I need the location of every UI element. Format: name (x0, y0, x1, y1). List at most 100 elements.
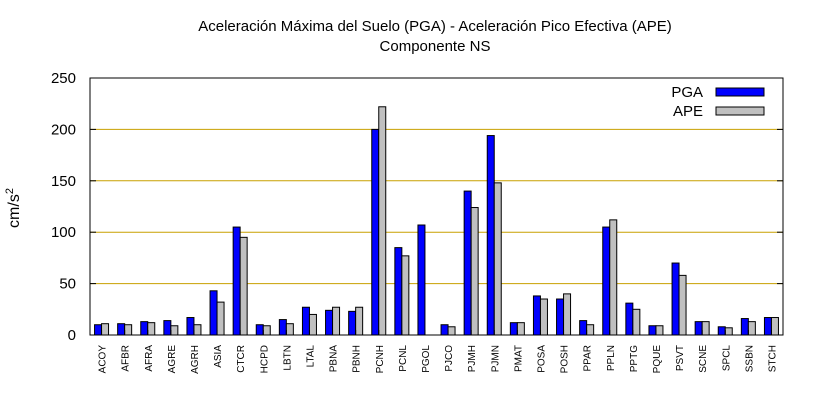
bar-pga-ssbn (740, 318, 749, 336)
x-tick-label-ppln: PPLN (606, 345, 617, 371)
bar-ape-pjco (447, 326, 456, 336)
y-tick-label-0: 0 (68, 327, 76, 344)
x-tick-label-scne: SCNE (698, 345, 709, 373)
bar-pga-hcpd (255, 324, 264, 336)
bar-pga-pbnh (348, 310, 357, 336)
bar-ape-pbna (332, 306, 341, 336)
x-tick-label-hcpd: HCPD (259, 345, 270, 373)
x-tick-label-psvt: PSVT (675, 345, 686, 371)
bar-pga-psvt (671, 262, 680, 336)
x-tick-label-afra: AFRA (144, 345, 155, 372)
bar-ape-pbnh (355, 306, 364, 336)
y-tick-label-200: 200 (51, 121, 76, 138)
x-tick-label-ctcr: CTCR (236, 345, 247, 373)
x-tick-label-spcl: SPCL (721, 345, 732, 372)
bar-ape-ppar (586, 324, 595, 336)
bar-ape-acoy (101, 323, 110, 336)
bar-pga-pjco (440, 324, 449, 336)
legend-swatch-ape (715, 106, 765, 116)
bar-pga-pcnh (371, 128, 380, 336)
legend: PGA APE (671, 84, 765, 120)
bar-pga-posh (556, 298, 565, 336)
bar-ape-pmat (516, 322, 525, 336)
x-tick-label-ltal: LTAL (305, 345, 316, 368)
bar-ape-ltal (308, 313, 317, 336)
bar-ape-stch (770, 317, 779, 336)
bar-ape-ctcr (239, 236, 248, 336)
bar-pga-ctcr (232, 226, 241, 336)
x-tick-label-pptg: PPTG (629, 345, 640, 372)
bar-ape-lbtn (285, 323, 294, 336)
bar-ape-ssbn (747, 321, 756, 336)
bar-pga-agrh (186, 317, 195, 336)
bar-pga-spcl (717, 326, 726, 336)
chart-title: Aceleración Máxima del Suelo (PGA) - Ace… (198, 18, 672, 35)
x-tick-label-pjco: PJCO (444, 345, 455, 372)
bar-ape-posa (539, 298, 548, 336)
x-tick-label-asia: ASIA (213, 345, 224, 368)
x-tick-label-acoy: ACOY (98, 345, 109, 374)
x-tick-label-agrh: AGRH (190, 345, 201, 374)
bar-pga-afbr (117, 323, 126, 336)
plot-frame (89, 77, 784, 336)
bar-pga-ltal (301, 306, 310, 336)
y-tick-label-50: 50 (59, 276, 76, 293)
x-tick-label-posa: POSA (536, 345, 547, 373)
x-tick-label-pcnl: PCNL (398, 345, 409, 372)
bar-ape-agrh (193, 324, 202, 336)
bar-ape-pptg (632, 308, 641, 336)
bar-ape-pcnh (378, 106, 387, 336)
bar-pga-acoy (94, 324, 103, 336)
bar-pga-afra (140, 321, 149, 336)
x-tick-label-ppar: PPAR (583, 345, 594, 372)
plot-border (89, 77, 784, 336)
bar-ape-pjmn (493, 182, 502, 336)
bar-ape-hcpd (262, 325, 271, 336)
bar-ape-afra (147, 322, 156, 336)
y-tick-label-250: 250 (51, 70, 76, 87)
bar-pga-ppln (602, 226, 611, 336)
x-tick-label-afbr: AFBR (121, 345, 132, 372)
bar-pga-pcnl (394, 247, 403, 336)
bar-pga-pjmh (463, 190, 472, 336)
x-tick-label-pcnh: PCNH (375, 345, 386, 373)
x-tick-label-pbnh: PBNH (352, 345, 363, 373)
bar-ape-pque (655, 325, 664, 336)
y-tick-label-100: 100 (51, 224, 76, 241)
bar-ape-psvt (678, 274, 687, 336)
y-tick-label-150: 150 (51, 173, 76, 190)
bar-ape-afbr (124, 324, 133, 336)
bar-ape-asia (216, 301, 225, 336)
x-axis-ticks: ACOY AFBR AFRA AGRE AGRH ASIA CTCR HCPD LBTN LTAL… (98, 330, 778, 374)
y-axis-label-superscript: 2 (4, 188, 16, 194)
bar-pga-stch (763, 317, 772, 336)
x-tick-label-pque: PQUE (652, 345, 663, 374)
legend-label-ape: APE (673, 103, 703, 120)
x-tick-label-pgol: PGOL (421, 345, 432, 373)
bar-ape-scne (701, 321, 710, 336)
bar-pga-scne (694, 321, 703, 336)
bar-pga-lbtn (278, 319, 287, 336)
x-tick-label-ssbn: SSBN (744, 345, 755, 372)
bar-ape-pjmh (470, 207, 479, 336)
bar-ape-posh (563, 293, 572, 336)
bar-pga-pque (648, 325, 657, 336)
bar-pga-pmat (509, 322, 518, 336)
bar-pga-agre (163, 320, 172, 336)
x-tick-label-pbna: PBNA (329, 345, 340, 373)
bar-pga-asia (209, 290, 218, 336)
bar-pga-pgol (417, 224, 426, 336)
bar-ape-agre (170, 325, 179, 336)
bar-series-group (94, 106, 779, 336)
x-tick-label-pjmn: PJMN (490, 345, 501, 372)
legend-swatch-pga (715, 87, 765, 97)
legend-label-pga: PGA (671, 84, 703, 101)
bar-pga-posa (532, 295, 541, 336)
bar-pga-pptg (625, 302, 634, 336)
x-tick-label-lbtn: LBTN (282, 345, 293, 371)
bar-pga-pjmn (486, 135, 495, 336)
bar-pga-ppar (579, 320, 588, 336)
x-tick-label-pmat: PMAT (513, 345, 524, 372)
x-tick-label-posh: POSH (560, 345, 571, 373)
